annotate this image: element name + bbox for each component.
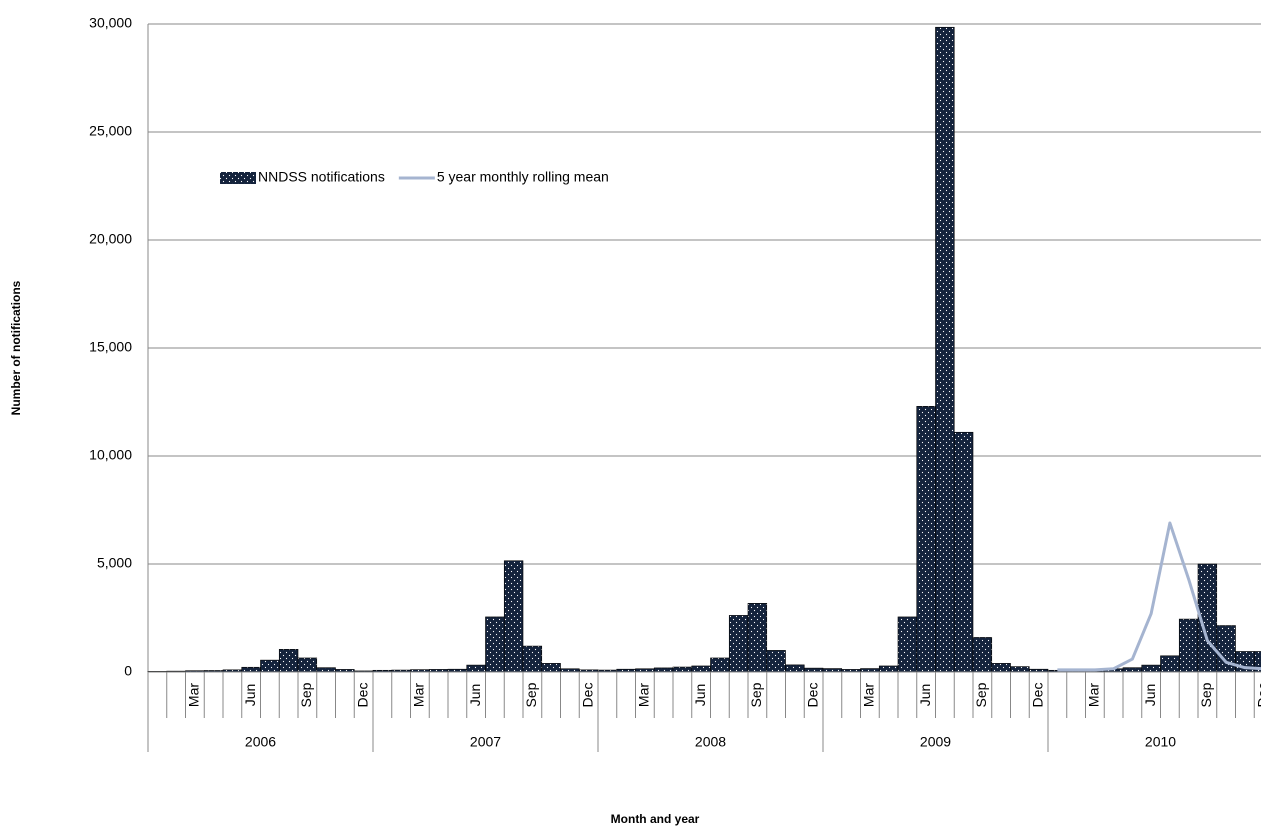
bar <box>522 645 543 673</box>
legend-swatch <box>220 172 256 184</box>
bar <box>878 665 899 673</box>
bar <box>1141 664 1161 673</box>
legend-label: NNDSS notifications <box>258 169 385 185</box>
bar <box>766 650 786 673</box>
bar <box>241 666 261 673</box>
x-tick-label: Dec <box>354 683 370 708</box>
x-tick-label: Mar <box>861 683 877 707</box>
year-label: 2009 <box>920 734 951 750</box>
y-tick-label: 20,000 <box>89 231 132 247</box>
y-tick-label: 5,000 <box>97 555 132 571</box>
bar <box>260 659 280 673</box>
bar <box>278 649 299 673</box>
bar <box>747 603 768 673</box>
x-tick-label: Sep <box>523 682 539 707</box>
bar <box>653 667 674 673</box>
bar <box>991 663 1011 673</box>
bar <box>953 431 974 673</box>
x-tick-label: Sep <box>748 682 764 707</box>
x-tick-label: Sep <box>298 682 314 707</box>
bar <box>1010 666 1030 673</box>
x-tick-label: Dec <box>1254 683 1261 708</box>
bar <box>691 665 711 673</box>
bar <box>1178 618 1199 673</box>
x-tick-label: Mar <box>186 683 202 707</box>
year-label: 2007 <box>470 734 501 750</box>
x-tick-label: Jun <box>242 684 258 707</box>
x-axis-title: Month and year <box>611 812 700 826</box>
bar <box>466 664 486 673</box>
x-tick-label: Dec <box>1029 683 1045 708</box>
y-tick-label: 25,000 <box>89 123 132 139</box>
y-tick-label: 10,000 <box>89 447 132 463</box>
x-tick-label: Dec <box>804 683 820 708</box>
year-label: 2010 <box>1145 734 1176 750</box>
bar <box>860 668 880 673</box>
bar <box>916 406 936 673</box>
bar <box>728 615 749 673</box>
bar <box>485 616 505 673</box>
x-tick-label: Sep <box>973 682 989 707</box>
year-label: 2006 <box>245 734 276 750</box>
bar <box>297 657 318 673</box>
bar <box>1253 651 1261 673</box>
x-tick-label: Jun <box>1142 684 1158 707</box>
legend-label: 5 year monthly rolling mean <box>437 169 609 185</box>
bar <box>672 666 693 673</box>
bar <box>897 616 918 673</box>
year-label: 2008 <box>695 734 726 750</box>
bar <box>972 637 993 673</box>
y-tick-label: 0 <box>124 663 132 679</box>
x-tick-label: Jun <box>917 684 933 707</box>
y-axis-title: Number of notifications <box>9 280 23 415</box>
bar <box>503 560 524 673</box>
x-tick-label: Jun <box>467 684 483 707</box>
x-tick-label: Jun <box>692 684 708 707</box>
bar <box>785 664 805 673</box>
bar <box>316 667 336 673</box>
bar <box>822 668 843 673</box>
x-tick-label: Mar <box>411 683 427 707</box>
bar <box>935 26 955 673</box>
bar <box>803 667 824 673</box>
bar <box>1160 655 1180 673</box>
bar <box>710 657 730 673</box>
bar <box>541 663 561 673</box>
x-tick-label: Dec <box>579 683 595 708</box>
x-tick-label: Mar <box>1086 683 1102 707</box>
bar <box>1122 667 1143 673</box>
y-tick-label: 30,000 <box>89 15 132 31</box>
y-tick-label: 15,000 <box>89 339 132 355</box>
line-series <box>1057 521 1261 672</box>
x-tick-label: Mar <box>636 683 652 707</box>
x-tick-label: Sep <box>1198 682 1214 707</box>
